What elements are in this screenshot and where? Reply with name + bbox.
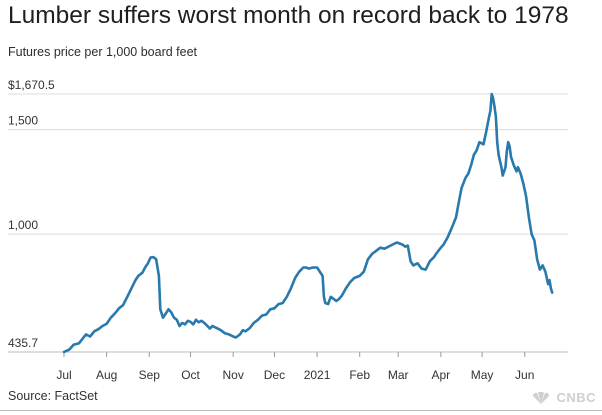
x-tick-label: Aug (96, 368, 117, 382)
x-tick-label: Mar (388, 368, 409, 382)
series-group (62, 92, 554, 354)
x-tick-label: Apr (432, 368, 451, 382)
series-line (62, 92, 554, 354)
x-tick-label: 2021 (304, 368, 331, 382)
x-tick-label: Feb (349, 368, 370, 382)
y-tick-label: 1,500 (8, 114, 38, 128)
x-tick-label: Nov (222, 368, 243, 382)
y-tick-label: 1,000 (8, 218, 38, 232)
cnbc-logo: CNBC (530, 390, 596, 405)
logo-text: CNBC (556, 390, 596, 405)
peacock-icon (533, 391, 550, 404)
x-tick-label: May (471, 368, 494, 382)
footer-divider (0, 410, 602, 411)
x-tick-label: Dec (264, 368, 285, 382)
x-tick-label: Jun (515, 368, 534, 382)
x-tick-label: Sep (139, 368, 161, 382)
y-tick-label: $1,670.5 (8, 78, 55, 92)
y-axis-tick-labels: $1,670.5 1,500 1,000 435.7 (8, 78, 55, 350)
gridlines (8, 93, 568, 353)
x-tick-label: Oct (181, 368, 200, 382)
source-note: Source: FactSet (8, 389, 98, 403)
x-tick-label: Jul (56, 368, 71, 382)
y-tick-label: 435.7 (8, 336, 38, 350)
chart-subtitle: Futures price per 1,000 board feet (8, 45, 198, 59)
x-axis-ticks: Jul Aug Sep Oct Nov Dec 2021 Feb Mar Apr May Jun (56, 352, 534, 382)
chart-title: Lumber suffers worst month on record bac… (8, 2, 569, 29)
